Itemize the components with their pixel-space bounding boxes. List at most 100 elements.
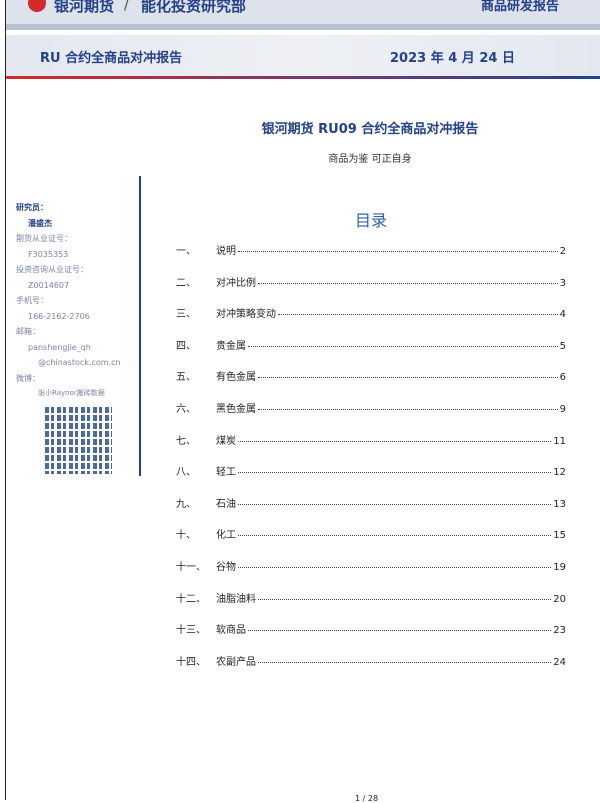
- document-subtitle: 商品为鉴 可正自身: [328, 154, 412, 165]
- toc-leader: [278, 314, 558, 316]
- toc-label: 贵金属: [216, 340, 246, 352]
- toc-leader: [258, 377, 558, 379]
- page-number: 1 / 28: [355, 794, 379, 803]
- toc-label: 说明: [216, 246, 236, 257]
- logo-icon: [28, 0, 46, 12]
- toc-label: 煤炭: [216, 435, 236, 447]
- sidebar-divider: [139, 176, 141, 476]
- toc-entry[interactable]: 二、 对冲比例 3: [176, 274, 566, 306]
- banner-title: RU 合约全商品对冲报告: [40, 51, 183, 66]
- toc-leader: [238, 566, 552, 568]
- role-label: 研究员：: [16, 203, 48, 212]
- toc-number: 六、: [176, 403, 196, 415]
- toc-entry[interactable]: 三、 对冲策略变动 4: [176, 305, 566, 337]
- toc-number: 十一、: [176, 561, 206, 573]
- toc-page: 12: [553, 467, 566, 479]
- toc-leader: [248, 630, 552, 632]
- toc-number: 十、: [176, 530, 196, 542]
- toc-label: 农副产品: [216, 656, 256, 668]
- toc-leader: [258, 282, 558, 284]
- brand-name: 银河期货: [54, 0, 115, 15]
- phone-label: 手机号：: [16, 296, 48, 305]
- toc-page: 6: [559, 372, 566, 384]
- toc-entry[interactable]: 四、 贵金属 5: [176, 337, 566, 369]
- consult-number: Z0014607: [28, 280, 70, 290]
- toc-leader: [258, 661, 552, 663]
- toc-leader: [238, 535, 552, 537]
- email-line-2[interactable]: @chinastock.com.cn: [38, 358, 121, 367]
- toc-entry[interactable]: 十一、 谷物 19: [176, 558, 566, 590]
- toc-number: 十四、: [176, 656, 206, 668]
- toc-entry[interactable]: 六、 黑色金属 9: [176, 400, 566, 432]
- toc-entry[interactable]: 十、 化工 15: [176, 526, 566, 558]
- toc-entry[interactable]: 九、 石油 13: [176, 495, 566, 527]
- toc-number: 三、: [176, 309, 196, 321]
- header-separator: /: [124, 0, 130, 13]
- toc-label: 化工: [216, 530, 236, 542]
- top-header: 银河期货 / 能化投资研究部 商品研发报告: [6, 0, 600, 24]
- toc-leader: [238, 472, 552, 474]
- toc-label: 轻工: [216, 467, 236, 479]
- weibo-label: 微博：: [16, 373, 40, 383]
- weibo-name: 张小Raynor搬砖数据: [38, 389, 105, 397]
- page-border: [5, 0, 6, 800]
- toc-entry[interactable]: 十四、 农副产品 24: [176, 653, 566, 685]
- toc-page: 19: [553, 561, 566, 573]
- toc-number: 九、: [176, 498, 196, 510]
- toc-page: 13: [553, 498, 566, 510]
- toc-number: 十三、: [176, 625, 206, 637]
- toc-entry[interactable]: 五、 有色金属 6: [176, 368, 566, 400]
- toc-label: 对冲比例: [216, 277, 256, 289]
- toc-label: 油脂油料: [216, 593, 256, 605]
- toc-leader: [258, 408, 558, 410]
- toc-leader: [238, 440, 552, 442]
- toc-leader: [238, 503, 552, 505]
- toc-page: 9: [559, 403, 566, 415]
- toc-label: 谷物: [216, 561, 236, 573]
- report-type: 商品研发报告: [481, 0, 560, 14]
- toc-page: 20: [553, 593, 566, 605]
- banner-date: 2023 年 4 月 24 日: [390, 51, 515, 66]
- accent-line: [6, 76, 600, 79]
- toc-number: 十二、: [176, 593, 206, 605]
- toc-label: 软商品: [216, 625, 246, 637]
- phone-number: 166-2162-2706: [28, 311, 90, 321]
- toc-heading: 目录: [355, 211, 388, 230]
- toc-page: 24: [553, 656, 566, 668]
- toc-number: 五、: [176, 372, 196, 384]
- toc-number: 二、: [176, 277, 196, 289]
- toc-entry[interactable]: 七、 煤炭 11: [176, 432, 566, 464]
- analyst-info: 研究员： 潘盛杰 期货从业证号： F3035353 投资咨询从业证号： Z001…: [16, 200, 126, 402]
- divider: [6, 24, 600, 30]
- analyst-name: 潘盛杰: [28, 218, 52, 228]
- toc-label: 黑色金属: [216, 403, 256, 415]
- toc-page: 3: [559, 277, 566, 289]
- toc-page: 15: [553, 530, 566, 542]
- toc-leader: [248, 345, 558, 347]
- toc-leader: [258, 598, 552, 600]
- toc-label: 石油: [216, 498, 236, 510]
- toc-number: 四、: [176, 340, 196, 352]
- toc-number: 七、: [176, 435, 196, 447]
- toc-number: 八、: [176, 467, 196, 479]
- toc-page: 11: [553, 435, 566, 447]
- document-title: 银河期货 RU09 合约全商品对冲报告: [261, 122, 479, 137]
- email-line-1[interactable]: panshengjie_qh: [28, 342, 91, 352]
- toc-entry[interactable]: 八、 轻工 12: [176, 463, 566, 495]
- toc-page: 5: [559, 340, 566, 352]
- license-number: F3035353: [28, 249, 69, 259]
- toc-leader: [238, 251, 558, 252]
- qr-code-icon: [45, 407, 112, 474]
- toc-number: 一、: [176, 246, 196, 257]
- toc-entry[interactable]: 十三、 软商品 23: [176, 621, 566, 653]
- consult-label: 投资咨询从业证号：: [16, 265, 88, 274]
- table-of-contents: 一、 说明 2 二、 对冲比例 3 三、 对冲策略变动 4 四、 贵金属 5 五、 有色金属 6 六、 黑色金属…: [176, 242, 566, 684]
- department: 能化投资研究部: [141, 0, 247, 15]
- report-banner: RU 合约全商品对冲报告 2023 年 4 月 24 日: [6, 35, 600, 76]
- toc-entry[interactable]: 十二、 油脂油料 20: [176, 590, 566, 622]
- toc-page: 2: [559, 246, 566, 257]
- toc-label: 对冲策略变动: [216, 309, 276, 321]
- toc-entry[interactable]: 一、 说明 2: [176, 242, 566, 274]
- toc-page: 4: [559, 309, 566, 321]
- toc-label: 有色金属: [216, 372, 256, 384]
